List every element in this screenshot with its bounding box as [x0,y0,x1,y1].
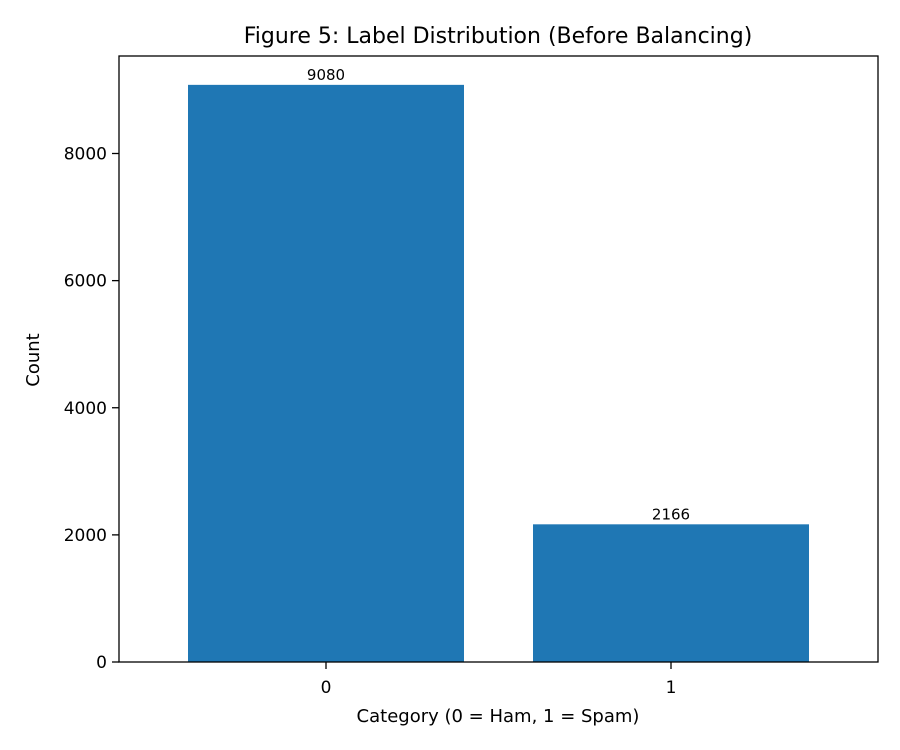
data-label-0: 9080 [307,66,345,84]
bar-1 [533,524,809,662]
bar-0 [188,84,464,663]
y-tick-label-8000: 8000 [64,145,107,165]
plot-area: 9080 2166 [188,66,809,663]
y-tick-label-6000: 6000 [64,272,107,292]
x-tick-label-1: 1 [666,678,677,698]
x-axis-label: Category (0 = Ham, 1 = Spam) [357,706,640,727]
x-tick-label-0: 0 [321,678,332,698]
y-axis-label: Count [23,333,44,386]
y-tick-label-4000: 4000 [64,399,107,419]
chart-title: Figure 5: Label Distribution (Before Bal… [244,24,753,49]
y-tick-label-2000: 2000 [64,526,107,546]
plot-frame [118,55,879,663]
data-label-1: 2166 [652,505,690,523]
y-axis: 0 2000 4000 6000 8000 [64,145,119,673]
y-tick-label-0: 0 [96,653,107,673]
